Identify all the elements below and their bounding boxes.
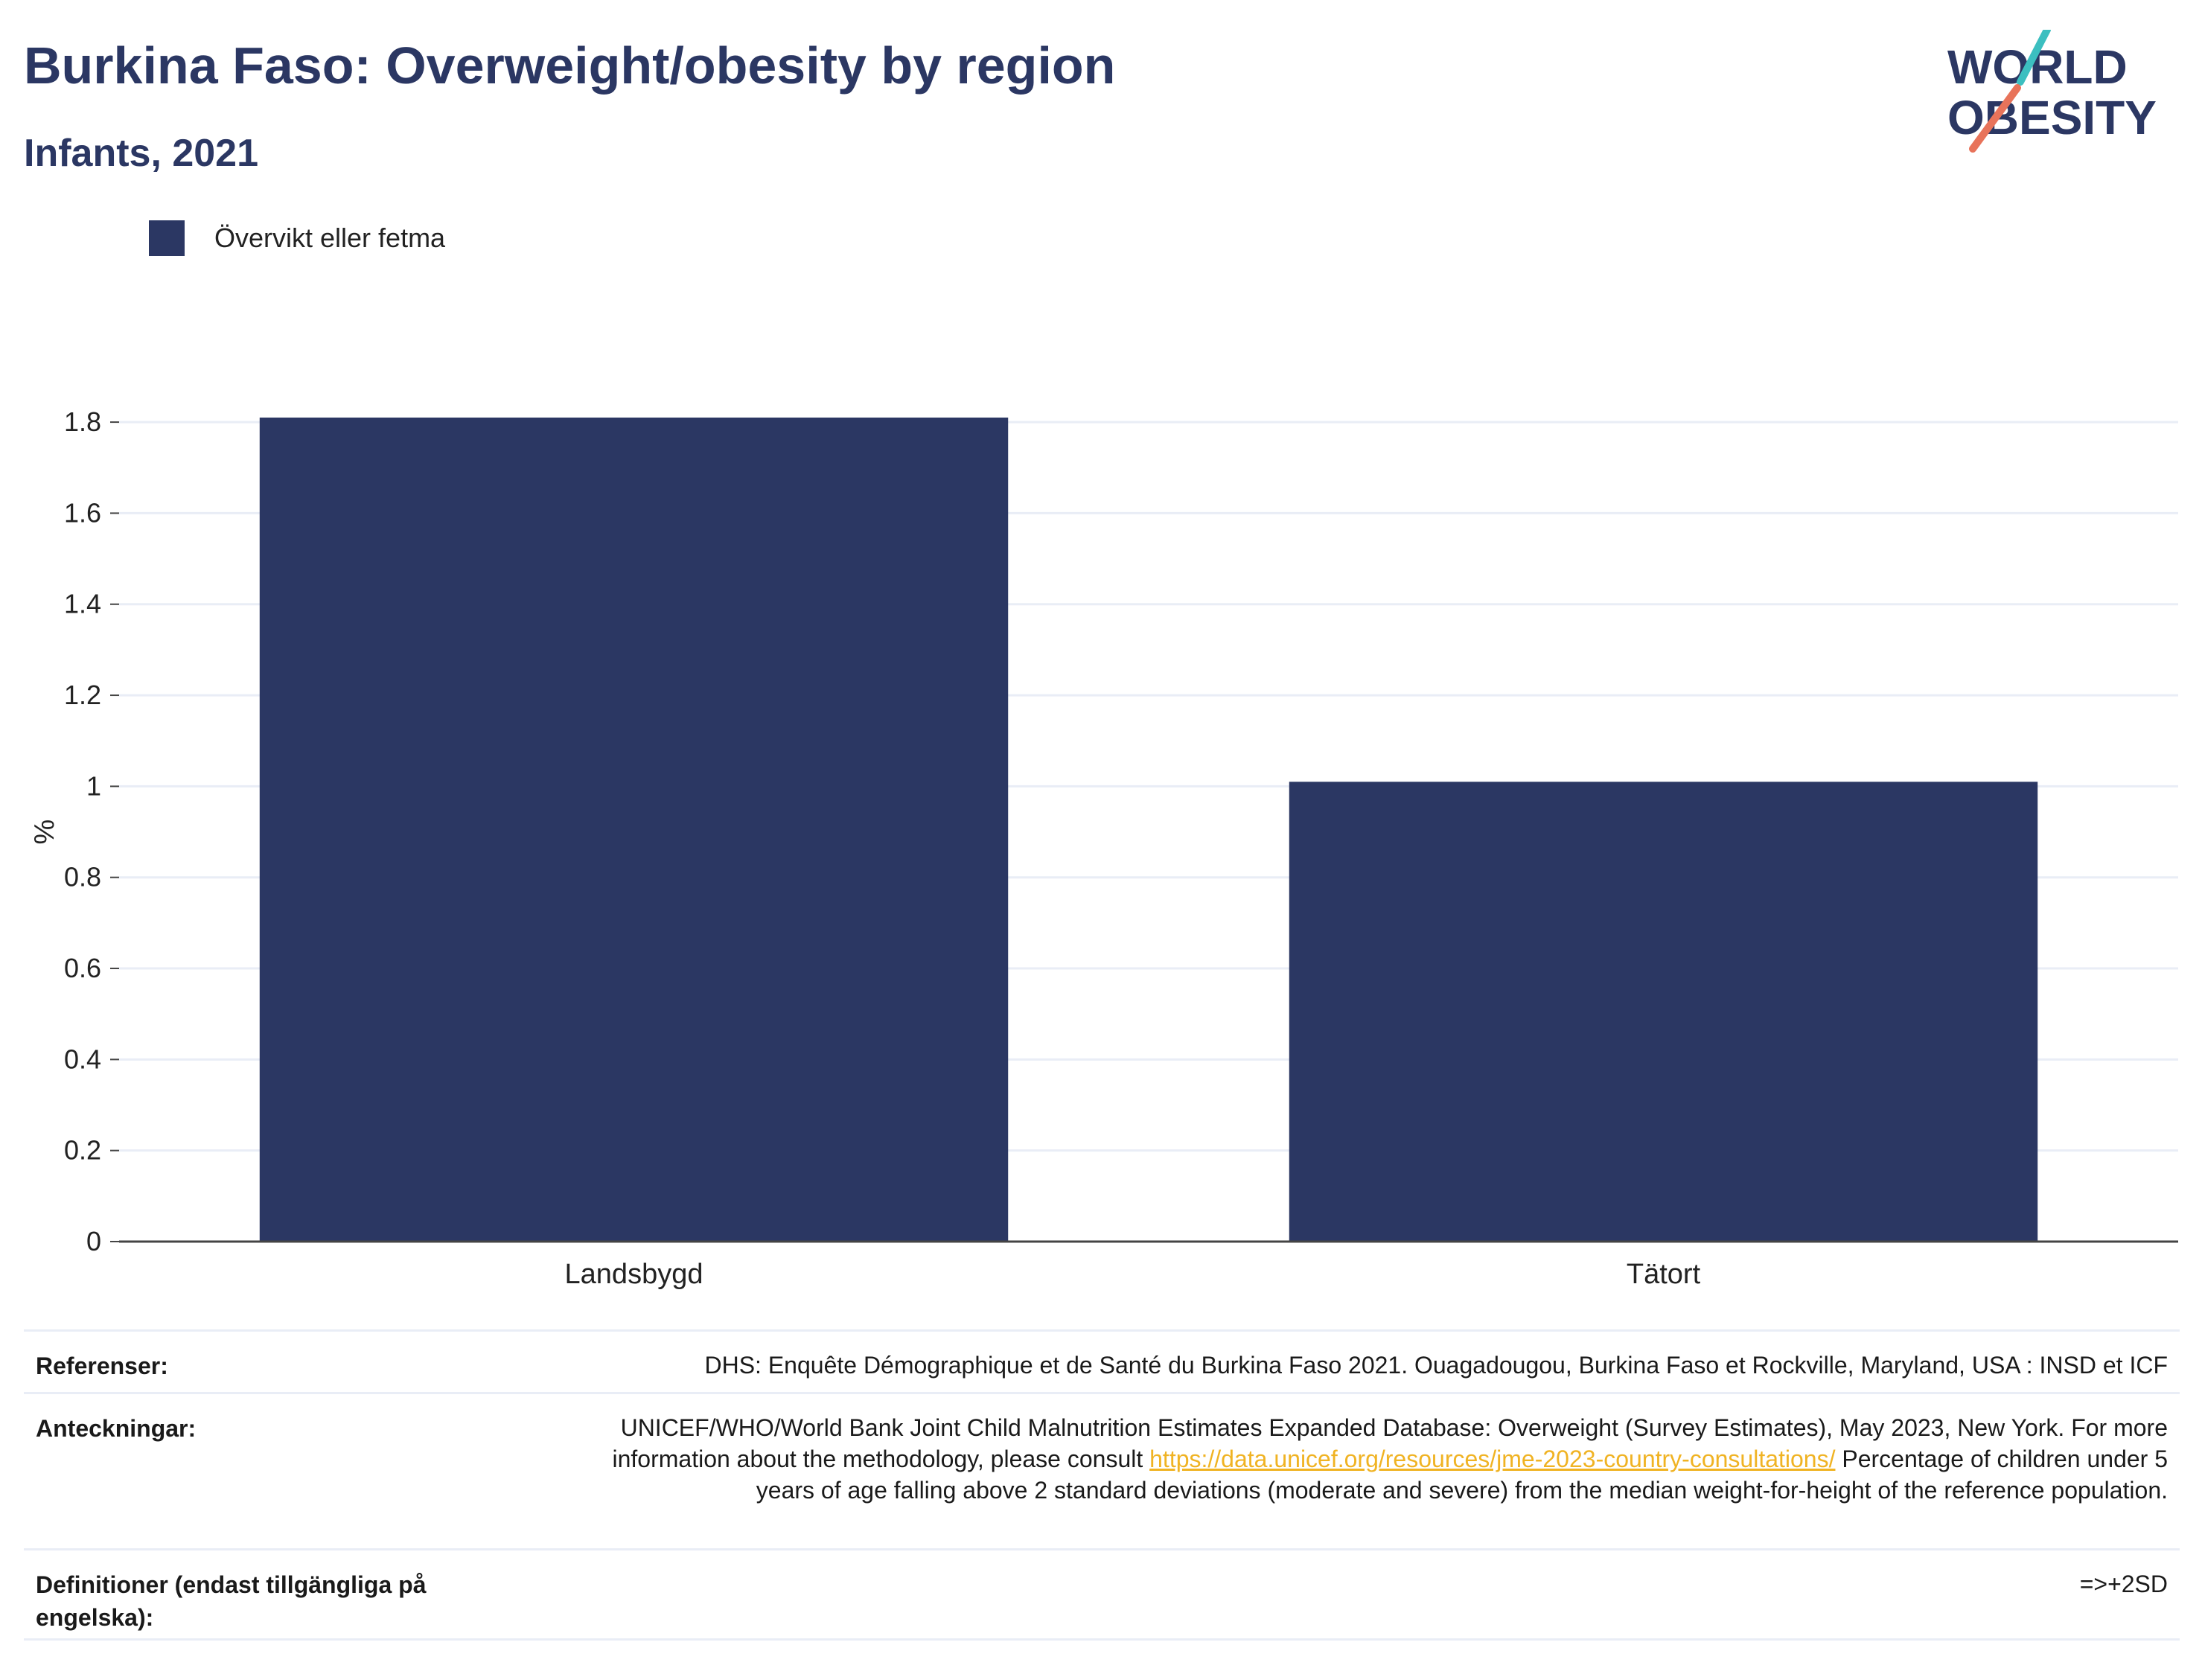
notes-row: Anteckningar: UNICEF/WHO/World Bank Join… [24, 1392, 2180, 1548]
references-label: Referenser: [36, 1352, 168, 1379]
y-tick-label: 0.6 [64, 953, 101, 983]
y-tick-label: 1.2 [64, 680, 101, 710]
definitions-label: Definitioner (endast tillgängliga på eng… [36, 1571, 427, 1631]
y-tick-label: 1.4 [64, 589, 101, 619]
y-tick-label: 0 [86, 1226, 101, 1256]
definitions-text: =>+2SD [2079, 1571, 2168, 1597]
legend[interactable]: Övervikt eller fetma [149, 220, 445, 256]
bar-landsbygd [259, 417, 1009, 1242]
x-tick-label: Landsbygd [565, 1259, 703, 1290]
y-tick-label: 0.4 [64, 1044, 101, 1074]
notes-text: UNICEF/WHO/World Bank Joint Child Malnut… [590, 1412, 2168, 1548]
definitions-row: Definitioner (endast tillgängliga på eng… [24, 1548, 2180, 1641]
logo-slash-teal [2017, 30, 2051, 86]
bar-tätort [1289, 782, 2038, 1242]
notes-label: Anteckningar: [36, 1415, 197, 1442]
y-tick-label: 0.2 [64, 1135, 101, 1166]
references-row: Referenser: DHS: Enquête Démographique e… [24, 1329, 2180, 1392]
y-tick-label: 1.6 [64, 497, 101, 528]
methodology-link[interactable]: https://data.unicef.org/resources/jme-20… [1149, 1446, 1836, 1472]
world-obesity-logo: WORLD OBESITY [1947, 30, 2157, 153]
notes-text-2: Percentage of children under 5 years of … [756, 1446, 2168, 1504]
legend-label: Övervikt eller fetma [214, 223, 446, 253]
page-subtitle: Infants, 2021 [24, 132, 259, 175]
logo-slash-coral [1969, 84, 2021, 153]
y-tick-label: 1 [86, 770, 101, 801]
y-tick-label: 1.8 [64, 406, 101, 437]
notes-text-1: UNICEF/WHO/World Bank Joint Child Malnut… [612, 1414, 2168, 1472]
bar-chart: 0 0.2 0.4 0.6 0.8 1 1.2 1.4 1.6 1.8% Landsbygd Täto… [29, 406, 2178, 1290]
notes-table: Referenser: DHS: Enquête Démographique e… [24, 1329, 2180, 1641]
x-tick-label: Tätort [1627, 1259, 1701, 1290]
y-tick-label: 0.8 [64, 862, 101, 892]
y-axis-label: % [29, 820, 60, 845]
references-text: DHS: Enquête Démographique et de Santé d… [704, 1352, 2168, 1379]
legend-swatch [149, 220, 185, 256]
page-title: Burkina Faso: Overweight/obesity by regi… [24, 36, 1116, 95]
